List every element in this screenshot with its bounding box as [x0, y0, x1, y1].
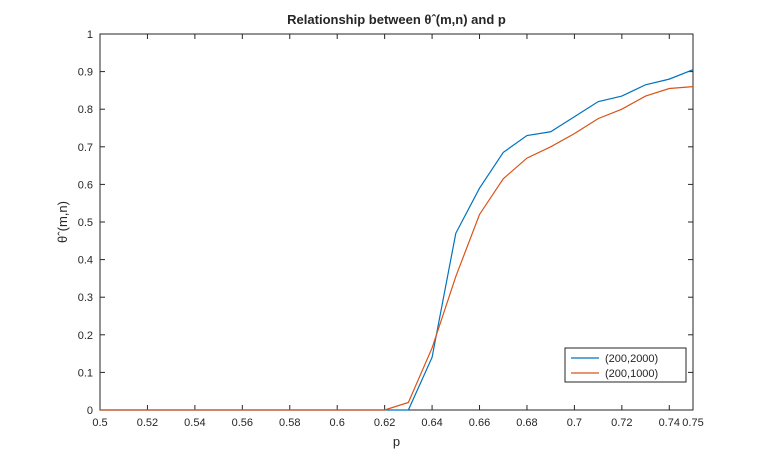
x-tick-label: 0.74 — [659, 417, 680, 429]
y-tick-label: 0.2 — [78, 330, 93, 342]
x-axis-label: p — [393, 434, 400, 449]
y-tick-label: 0.8 — [78, 104, 93, 116]
y-tick-label: 0 — [87, 405, 93, 417]
x-tick-label: 0.52 — [137, 417, 158, 429]
y-tick-label: 0.9 — [78, 67, 93, 79]
plot-area-box — [99, 33, 694, 411]
x-tick-label: 0.6 — [330, 417, 345, 429]
y-tick-label: 1 — [87, 29, 93, 41]
series-line-2 — [100, 86, 694, 411]
y-tick-label: 0.1 — [78, 367, 93, 379]
legend-label-1: (200,2000) — [605, 353, 658, 365]
axes: 0.5 0.52 0.54 0.56 0.58 0.6 0.62 0.64 0.66 0.68 0.… — [78, 29, 704, 429]
x-tick-label: 0.75 — [682, 417, 703, 429]
x-tick-label: 0.64 — [421, 417, 442, 429]
x-tick-label: 0.7 — [567, 417, 582, 429]
x-tick-label: 0.62 — [374, 417, 395, 429]
x-tick-label: 0.66 — [469, 417, 490, 429]
legend-box — [564, 347, 687, 383]
x-tick-label: 0.68 — [516, 417, 537, 429]
x-tick-label: 0.54 — [184, 417, 205, 429]
legend: (200,2000) (200,1000) — [564, 347, 687, 383]
y-tick-label: 0.6 — [78, 179, 93, 191]
y-tick-label: 0.3 — [78, 292, 93, 304]
x-tick-label: 0.56 — [232, 417, 253, 429]
x-tick-label: 0.5 — [92, 417, 107, 429]
y-tick-label: 0.7 — [78, 142, 93, 154]
x-tick-label: 0.58 — [279, 417, 300, 429]
chart-title: Relationship between θˆ(m,n) and p — [287, 12, 506, 27]
y-tick-label: 0.4 — [78, 255, 93, 267]
series-lines — [100, 69, 694, 411]
x-tick-label: 0.72 — [611, 417, 632, 429]
y-axis-label: θˆ(m,n) — [55, 201, 70, 243]
legend-label-2: (200,1000) — [605, 368, 658, 380]
y-tick-label: 0.5 — [78, 217, 93, 229]
